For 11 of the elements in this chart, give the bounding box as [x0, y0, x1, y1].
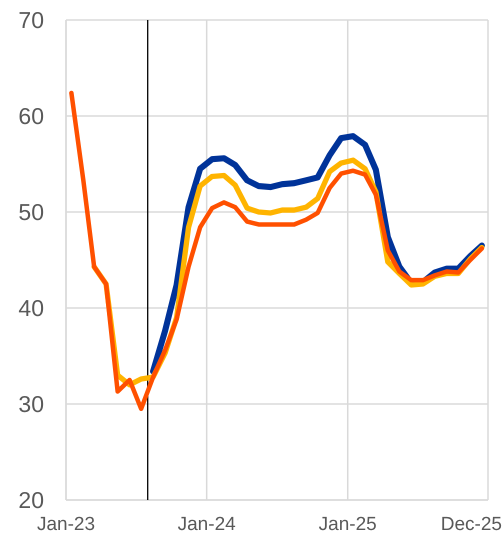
- y-tick-label: 40: [18, 295, 44, 322]
- y-tick-label: 20: [18, 487, 44, 514]
- y-tick-label: 70: [18, 7, 44, 34]
- x-tick-label: Jan-24: [178, 514, 236, 535]
- y-tick-label: 60: [18, 103, 44, 130]
- x-tick-label: Jan-25: [318, 514, 377, 535]
- y-tick-label: 50: [18, 199, 44, 226]
- x-tick-label: Jan-23: [36, 514, 96, 535]
- x-tick-label: Dec-25: [440, 514, 502, 535]
- line-series: [69, 90, 484, 412]
- y-tick-label: 30: [18, 391, 44, 418]
